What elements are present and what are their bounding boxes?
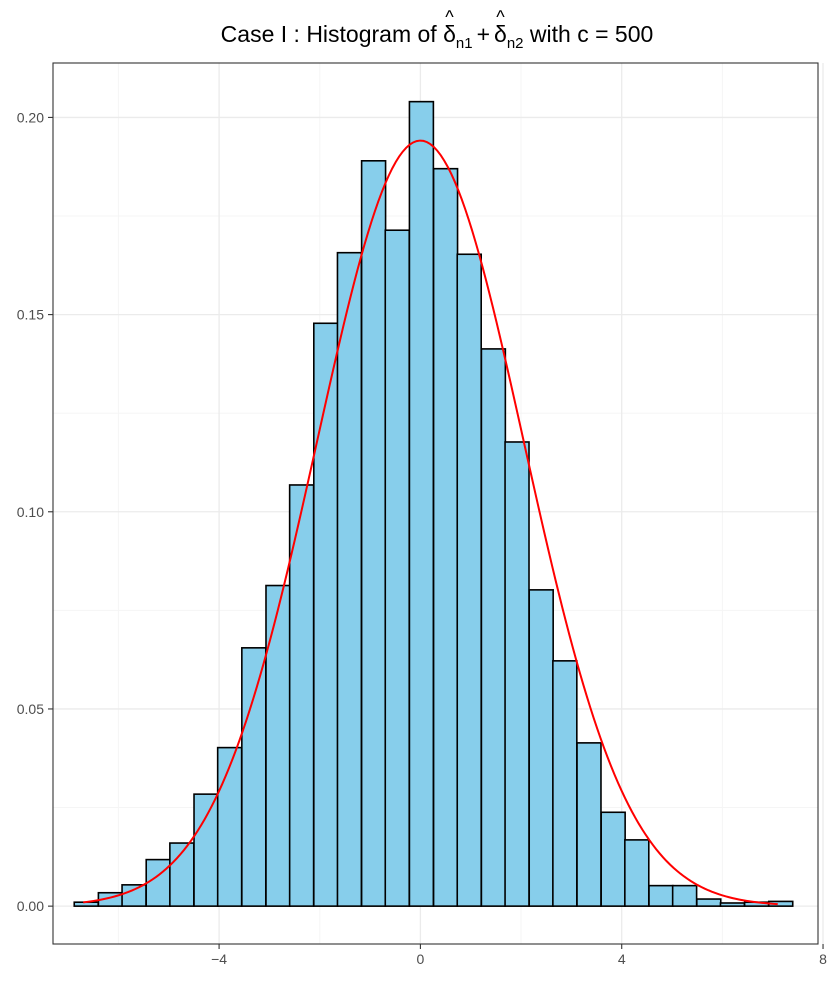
title-delta-2: δ bbox=[494, 21, 507, 47]
x-tick-label: 4 bbox=[618, 951, 626, 967]
y-tick-label: 0.15 bbox=[17, 307, 44, 323]
histogram-bar bbox=[719, 902, 746, 907]
y-tick-label: 0.05 bbox=[17, 701, 44, 717]
histogram-bar bbox=[216, 746, 243, 907]
title-delta-1: δ bbox=[443, 21, 456, 47]
histogram-bar bbox=[552, 660, 578, 907]
histogram-bar bbox=[600, 811, 626, 907]
histogram-bar bbox=[384, 229, 411, 907]
x-axis: −4 0 4 8 bbox=[211, 944, 827, 967]
title-subscript-1: n1 bbox=[456, 35, 473, 52]
title-suffix: with c = 500 bbox=[524, 21, 654, 47]
histogram-bar bbox=[696, 898, 722, 907]
histogram-bar bbox=[145, 858, 171, 907]
histogram-bar bbox=[648, 884, 674, 907]
title-hat: ^ bbox=[496, 7, 505, 27]
chart-title: Case I : Histogram of δn1 + δn2 with c = 5… bbox=[221, 7, 654, 52]
histogram-bar bbox=[408, 100, 435, 907]
histogram-bar bbox=[671, 884, 698, 907]
title-hat: ^ bbox=[445, 7, 454, 27]
histogram-bar bbox=[528, 589, 554, 907]
title-prefix: Case I : Histogram of bbox=[221, 21, 443, 47]
x-tick-label: 8 bbox=[819, 951, 827, 967]
histogram-bar bbox=[193, 793, 219, 907]
histogram-bar bbox=[480, 348, 507, 907]
y-tick-label: 0.20 bbox=[17, 109, 44, 125]
histogram-bar bbox=[456, 253, 482, 907]
y-tick-label: 0.00 bbox=[17, 898, 44, 914]
title-plus: + bbox=[477, 21, 490, 47]
title-subscript-2: n2 bbox=[507, 35, 524, 52]
histogram-bar bbox=[313, 322, 339, 907]
histogram-bar bbox=[265, 584, 291, 907]
histogram-bar bbox=[432, 167, 459, 907]
histogram-bar bbox=[360, 160, 387, 907]
histogram-bar bbox=[576, 742, 602, 907]
density-curve bbox=[83, 139, 778, 906]
histogram-bar bbox=[504, 441, 530, 907]
x-tick-label: 0 bbox=[417, 951, 425, 967]
histogram-bar bbox=[336, 251, 363, 907]
histogram-bars bbox=[73, 100, 794, 907]
svg-text:Case I : Histogram of δn1+δn2: Case I : Histogram of δn1 + δn2 with c = 5… bbox=[221, 21, 654, 52]
histogram-bar bbox=[121, 884, 147, 907]
histogram-bar bbox=[241, 647, 267, 907]
panel-border bbox=[52, 62, 819, 945]
histogram-bar bbox=[624, 839, 650, 907]
x-tick-label: −4 bbox=[211, 951, 227, 967]
y-tick-label: 0.10 bbox=[17, 504, 44, 520]
y-axis: 0.00 0.05 0.10 0.15 0.20 bbox=[17, 109, 53, 914]
